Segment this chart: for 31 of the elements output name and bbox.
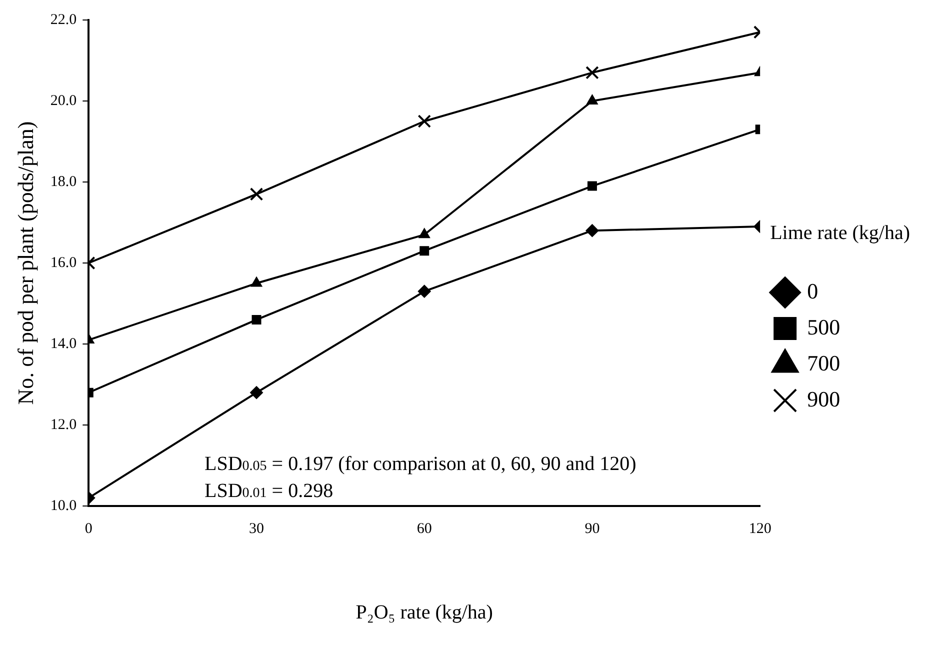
point	[418, 114, 432, 128]
legend-label: 0	[807, 278, 818, 304]
point	[420, 246, 430, 256]
legend-label: 700	[807, 350, 840, 376]
y-tick-label: 14.0	[50, 336, 77, 352]
point	[586, 66, 599, 80]
y-tick-label: 10.0	[50, 498, 77, 514]
point	[250, 386, 264, 400]
point	[586, 94, 598, 104]
y-tick-label: 18.0	[50, 174, 77, 190]
x-tick-label: 60	[416, 520, 432, 537]
point	[250, 187, 264, 201]
y-tick-label: 16.0	[50, 254, 77, 271]
point	[252, 314, 262, 324]
y-axis-title: No. of pod per plant (pods/plan)	[12, 121, 38, 405]
y-tick-label: 22.0	[50, 12, 77, 28]
x-tick-label: 90	[584, 520, 600, 537]
y-tick-label: 12.0	[50, 416, 77, 433]
point	[418, 228, 430, 238]
x-tick-label: 30	[249, 520, 264, 537]
legend-label: 500	[807, 314, 840, 340]
legend-label: 900	[807, 386, 840, 412]
point	[418, 284, 431, 298]
x-axis-title: P₂O₅ rate (kg/ha)	[356, 601, 493, 624]
x-tick-label: 0	[84, 520, 92, 537]
point	[586, 224, 599, 238]
y-tick-label: 20.0	[50, 92, 77, 109]
point	[587, 181, 597, 191]
x-tick-label: 120	[748, 520, 772, 537]
point	[250, 276, 262, 287]
legend-title: Lime rate (kg/ha)	[770, 222, 910, 244]
